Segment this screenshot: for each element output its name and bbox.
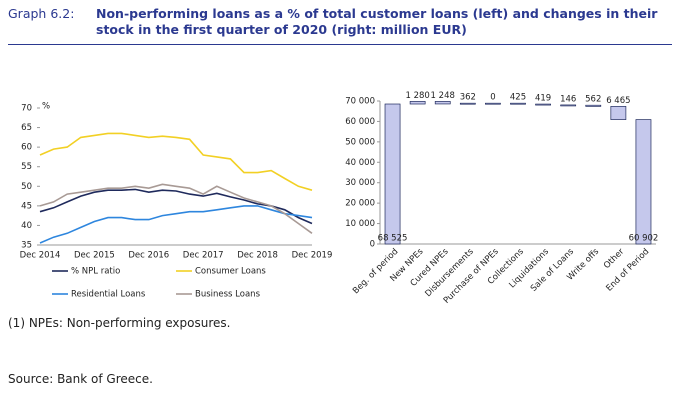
y-tick-label: 70 000 xyxy=(345,97,375,107)
y-tick-label: 55 xyxy=(21,162,32,172)
bar xyxy=(585,104,602,107)
bar xyxy=(635,119,652,245)
legend-label: Business Loans xyxy=(195,290,261,300)
y-tick-label: 0 xyxy=(370,240,375,250)
bar xyxy=(535,103,551,106)
value-label: 60 902 xyxy=(629,234,659,244)
line-series xyxy=(39,205,313,244)
value-label: 0 xyxy=(490,93,495,103)
bar xyxy=(560,104,577,107)
y-tick-label: 50 xyxy=(21,182,32,192)
header: Graph 6.2: Non-performing loans as a % o… xyxy=(8,6,672,45)
y-tick-label: 65 xyxy=(21,123,32,133)
y-tick-label: 40 xyxy=(21,221,32,231)
y-tick-label: 60 000 xyxy=(345,117,375,127)
charts: % 35 40 45 50 55 60 65 70 Dec 2014 Dec 2015 Dec 201… xyxy=(20,91,659,306)
legend-label: % NPL ratio xyxy=(71,267,120,277)
x-tick-label: Dec 2015 xyxy=(74,251,115,261)
y-tick-label: 30 000 xyxy=(345,178,375,188)
x-tick-label: Dec 2017 xyxy=(183,251,224,261)
bar xyxy=(510,102,526,105)
value-label: 562 xyxy=(585,95,601,105)
y-tick-label: 10 000 xyxy=(345,219,375,229)
graph-title: Non-performing loans as a % of total cus… xyxy=(96,6,658,37)
y-axis-label: % xyxy=(42,102,50,112)
bar xyxy=(459,102,476,105)
y-tick-label: 70 xyxy=(21,104,32,114)
bar xyxy=(434,101,451,105)
x-tick-label: Dec 2016 xyxy=(128,251,169,261)
y-tick-label: 40 000 xyxy=(345,158,375,168)
y-tick-label: 35 xyxy=(21,241,32,251)
bar xyxy=(485,102,501,105)
legend-label: Consumer Loans xyxy=(195,267,266,277)
value-label: 6 465 xyxy=(606,96,630,106)
y-tick-label: 20 000 xyxy=(345,199,375,209)
y-tick-label: 45 xyxy=(21,201,32,211)
value-label: 146 xyxy=(560,94,576,104)
source: Source: Bank of Greece. xyxy=(8,372,153,386)
value-label: 362 xyxy=(460,93,476,103)
legend-label: Residential Loans xyxy=(71,290,146,300)
value-label: 419 xyxy=(535,94,551,104)
line-series xyxy=(39,183,313,234)
x-tick-label: Dec 2018 xyxy=(237,251,278,261)
line-series xyxy=(39,132,313,191)
value-label: 1 248 xyxy=(431,91,455,101)
x-tick-label: Dec 2014 xyxy=(20,251,61,261)
y-tick-label: 50 000 xyxy=(345,137,375,147)
x-tick-label: Dec 2019 xyxy=(292,251,333,261)
bar xyxy=(384,103,401,245)
y-tick-label: 60 xyxy=(21,143,32,153)
value-label: 68 525 xyxy=(378,234,408,244)
bar xyxy=(409,101,426,105)
value-label: 1 280 xyxy=(405,91,429,101)
footnote: (1) NPEs: Non-performing exposures. xyxy=(8,316,231,330)
graph-label: Graph 6.2: xyxy=(8,6,75,21)
bar xyxy=(610,106,627,120)
value-label: 425 xyxy=(510,93,526,103)
